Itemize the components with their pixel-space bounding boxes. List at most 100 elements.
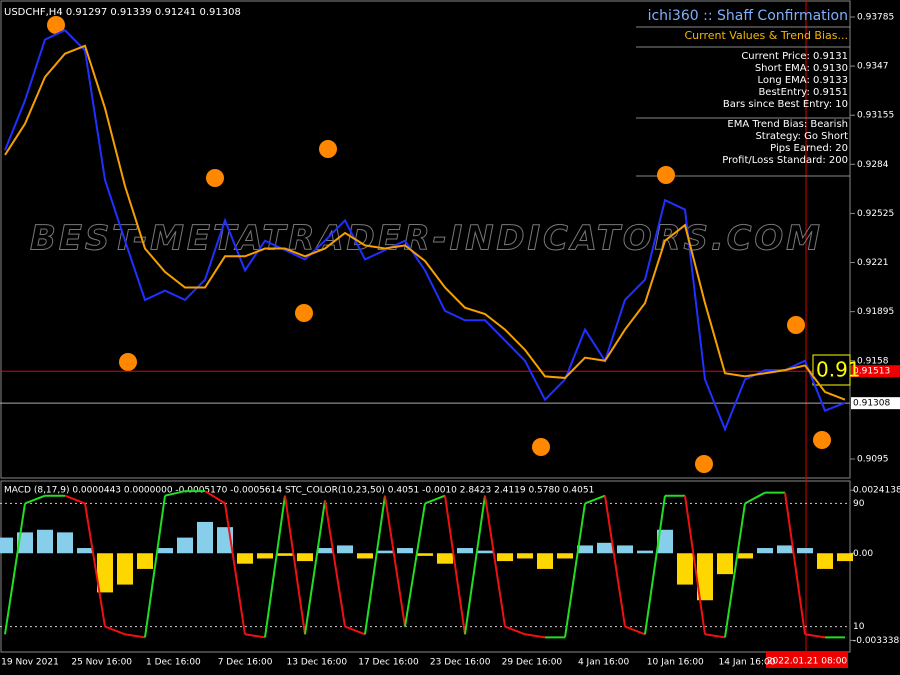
stc-segment — [684, 495, 706, 635]
ema-line — [4, 44, 846, 401]
macd-bar — [477, 550, 493, 554]
date-label: 29 Dec 16:00 — [502, 658, 563, 668]
macd-bar — [817, 553, 833, 569]
signal-icon — [787, 316, 805, 334]
macd-bar — [237, 553, 253, 564]
panel-title: ichi360 :: Shaff Confirmation — [648, 8, 848, 24]
macd-bar — [557, 553, 573, 559]
macd-bar — [597, 542, 613, 554]
price-tick-label: 0.92525 — [857, 209, 894, 219]
stc-segment — [264, 495, 286, 638]
price-tick-label: 0.9284 — [857, 160, 889, 170]
macd-bar — [297, 553, 313, 562]
stc-segment — [444, 495, 466, 635]
macd-bar — [437, 553, 453, 564]
big-label-box — [812, 354, 851, 386]
price-tick-label: 0.9221 — [857, 258, 889, 268]
signal-icon — [206, 169, 224, 187]
macd-bar — [797, 548, 813, 554]
stc-segment — [424, 494, 446, 505]
macd-bar — [97, 553, 113, 593]
macd-bar — [57, 532, 73, 554]
panel-subtitle: Current Values & Trend Bias... — [685, 29, 849, 42]
panel-row: Long EMA: 0.9133 — [757, 75, 848, 86]
macd-bar — [577, 545, 593, 554]
panel-row: Profit/Loss Standard: 200 — [722, 155, 848, 166]
stc-segment — [64, 494, 86, 505]
date-label: 4 Jan 16:00 — [578, 658, 630, 668]
cursor-date-box — [766, 652, 848, 668]
macd-bar — [697, 553, 713, 601]
stc-segment — [504, 625, 526, 636]
macd-tick-label: -0.0033389 — [853, 636, 900, 646]
stc-segment — [364, 495, 386, 635]
stc-segment — [344, 625, 366, 636]
macd-bar — [277, 553, 293, 556]
indicator-label: MACD (8,17,9) 0.0000443 0.0000000 -0.000… — [4, 486, 594, 496]
date-label: 10 Jan 16:00 — [647, 658, 704, 668]
indicator-frame — [0, 480, 851, 653]
macd-tick-label: 0.00 — [853, 549, 873, 559]
stc-segment — [204, 490, 226, 505]
macd-bar — [397, 548, 413, 554]
price-tick-label: 0.93155 — [857, 111, 894, 121]
macd-bar — [837, 553, 853, 562]
stc-segment — [404, 503, 426, 627]
macd-bar — [617, 545, 633, 554]
panel-row: Strategy: Go Short — [755, 131, 848, 142]
stc-segment — [704, 633, 726, 639]
stc-segment — [464, 495, 486, 635]
price-tick-label: 0.9158 — [857, 356, 889, 366]
macd-bar — [0, 537, 13, 554]
macd-bar — [157, 548, 173, 554]
macd-bar — [717, 553, 733, 575]
macd-bar — [137, 553, 153, 569]
signal-icon — [319, 140, 337, 158]
stc-segment — [584, 494, 606, 505]
macd-bar — [17, 532, 33, 554]
stc-segment — [644, 495, 666, 635]
date-label: 23 Dec 16:00 — [430, 658, 491, 668]
price-tick-label: 0.9095 — [857, 454, 889, 464]
panel-row: Short EMA: 0.9130 — [755, 63, 848, 74]
level-box — [851, 365, 900, 378]
stc-segment — [604, 495, 626, 627]
panel-row: EMA Trend Bias: Bearish — [727, 119, 848, 130]
macd-bar — [337, 545, 353, 554]
date-label: 25 Nov 16:00 — [71, 658, 132, 668]
macd-bar — [177, 537, 193, 554]
price-tick-label: 0.9347 — [857, 62, 889, 72]
macd-bar — [317, 548, 333, 554]
stc-tick-label: 90 — [853, 499, 865, 509]
stc-segment — [744, 491, 766, 505]
stc-segment — [244, 633, 266, 639]
macd-bar — [497, 553, 513, 562]
signal-icon — [813, 431, 831, 449]
panel-row: BestEntry: 0.9151 — [758, 87, 848, 98]
macd-bar — [117, 553, 133, 585]
panel-row: Pips Earned: 20 — [770, 143, 848, 154]
stc-segment — [804, 633, 826, 639]
stc-segment — [104, 625, 126, 636]
date-label: 19 Nov 2021 — [1, 658, 59, 668]
stc-segment — [124, 633, 146, 639]
stc-segment — [484, 495, 506, 627]
macd-bar — [197, 521, 213, 554]
macd-bar — [357, 553, 373, 559]
level-label: 0.91513 — [853, 367, 890, 377]
stc-segment — [784, 492, 806, 635]
stc-segment — [724, 503, 746, 638]
macd-bar — [377, 550, 393, 554]
signal-icon — [657, 166, 675, 184]
macd-bar — [77, 548, 93, 554]
big-label: 0.91 — [816, 358, 861, 382]
macd-tick-label: 0.0024138 — [853, 486, 900, 496]
signal-icon — [119, 353, 137, 371]
price-frame — [0, 0, 851, 479]
macd-bar — [257, 553, 273, 559]
macd-bar — [457, 548, 473, 554]
stc-tick-label: 10 — [853, 622, 865, 632]
macd-bar — [737, 553, 753, 559]
macd-bar — [537, 553, 553, 569]
